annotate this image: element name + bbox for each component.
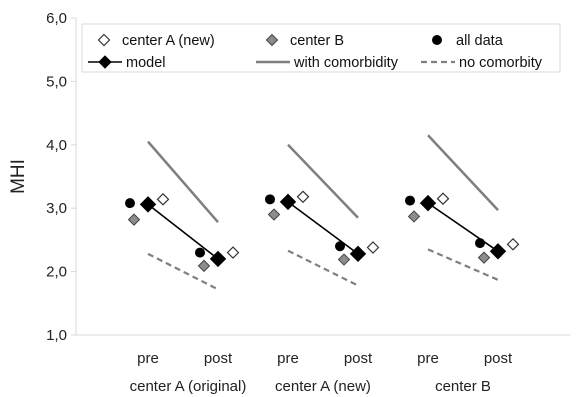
- plot-marks: [125, 134, 520, 291]
- x-tick-label-post: post: [344, 350, 373, 367]
- with-comorbidity-line: [147, 140, 219, 223]
- y-axis-label: MHI: [8, 159, 29, 194]
- model-line: [427, 202, 499, 252]
- center-a-new-point: [366, 241, 380, 254]
- no-comorbity-line: [427, 248, 499, 281]
- y-tick-label: 4,0: [46, 137, 67, 154]
- with-comorbidity-line: [427, 134, 499, 211]
- with-comorbidity-line: [287, 143, 359, 219]
- axes: 1,0 2,0 3,0 4,0 5,0 6,0 MHI pre post center A (or…: [8, 10, 570, 395]
- no-comorbity-line: [147, 252, 219, 291]
- legend-label: all data: [456, 33, 504, 49]
- model-point: [349, 245, 367, 263]
- legend-box: [81, 23, 561, 73]
- legend-label: no comorbity: [459, 55, 543, 71]
- center-b-point: [127, 213, 141, 226]
- model-point: [489, 243, 507, 260]
- model-point: [139, 196, 157, 213]
- x-tick-label-post: post: [204, 350, 233, 367]
- center-a-new-point: [156, 192, 170, 206]
- all-data-point: [125, 198, 135, 209]
- center-b-point: [267, 208, 281, 221]
- all-data-point: [265, 194, 275, 205]
- group-label: center A (new): [275, 378, 371, 395]
- model-line: [147, 203, 219, 260]
- model-line: [287, 201, 359, 255]
- legend-center-a-new-marker: [97, 33, 111, 47]
- all-data-point: [405, 195, 415, 206]
- legend-label: with comorbidity: [293, 55, 399, 71]
- legend-label: center A (new): [122, 33, 215, 49]
- group-label: center A (original): [130, 378, 247, 395]
- x-tick-label-pre: pre: [137, 350, 159, 367]
- model-point: [279, 193, 297, 211]
- legend-center-b-marker: [265, 33, 279, 47]
- model-point: [209, 250, 227, 268]
- center-b-point: [407, 210, 421, 223]
- x-tick-label-pre: pre: [277, 350, 299, 367]
- y-tick-label: 3,0: [46, 200, 67, 217]
- model-point: [419, 194, 437, 212]
- no-comorbity-line: [287, 249, 359, 287]
- center-a-new-point: [436, 192, 450, 206]
- x-tick-label-pre: pre: [417, 350, 439, 367]
- legend-label: center B: [290, 33, 344, 49]
- center-b-point: [477, 251, 491, 264]
- legend: center A (new) center B all data model with …: [81, 23, 561, 73]
- center-a-new-point: [226, 246, 240, 259]
- center-b-point: [337, 253, 351, 266]
- group-label: center B: [435, 378, 491, 395]
- center-a-new-point: [506, 237, 520, 251]
- y-tick-label: 2,0: [46, 264, 67, 281]
- all-data-point: [195, 247, 205, 258]
- all-data-point: [475, 238, 485, 249]
- y-tick-label: 6,0: [46, 10, 67, 27]
- center-a-new-point: [296, 190, 310, 204]
- legend-all-data-marker: [432, 35, 442, 45]
- y-tick-label: 1,0: [46, 327, 67, 344]
- all-data-point: [335, 241, 345, 252]
- legend-label: model: [126, 55, 166, 71]
- x-tick-label-post: post: [484, 350, 513, 367]
- y-tick-label: 5,0: [46, 73, 67, 90]
- legend-model-marker: [98, 55, 112, 69]
- center-b-point: [197, 259, 211, 273]
